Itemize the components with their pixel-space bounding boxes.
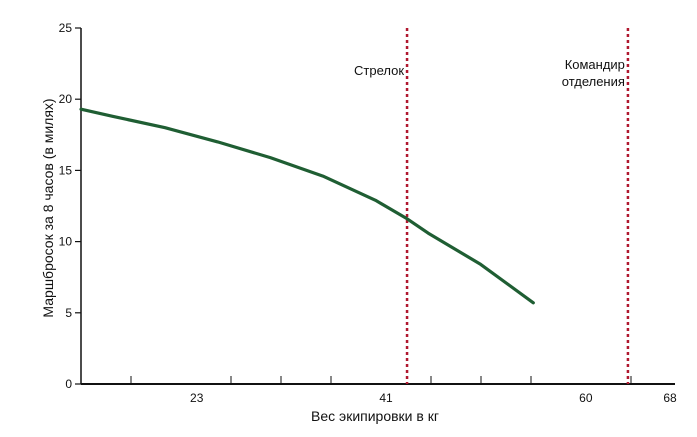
x-tick-label: 41 xyxy=(379,391,393,405)
y-tick-label: 5 xyxy=(65,306,72,320)
y-tick-label: 0 xyxy=(65,377,72,391)
x-tick-label: 68 xyxy=(663,391,677,405)
y-axis-title: Маршбросок за 8 часов (в милях) xyxy=(40,98,56,317)
x-tick-label: 23 xyxy=(190,391,204,405)
x-tick-label: 60 xyxy=(579,391,593,405)
reference-label: Командир xyxy=(565,57,625,72)
x-axis-title: Вес экипировки в кг xyxy=(311,408,439,424)
y-tick-label: 15 xyxy=(59,163,73,177)
series-line xyxy=(79,107,535,305)
reference-label: отделения xyxy=(562,74,625,89)
y-tick-label: 10 xyxy=(59,235,73,249)
y-tick-label: 25 xyxy=(59,21,73,35)
y-tick-label: 20 xyxy=(59,92,73,106)
reference-label: Стрелок xyxy=(354,63,404,78)
